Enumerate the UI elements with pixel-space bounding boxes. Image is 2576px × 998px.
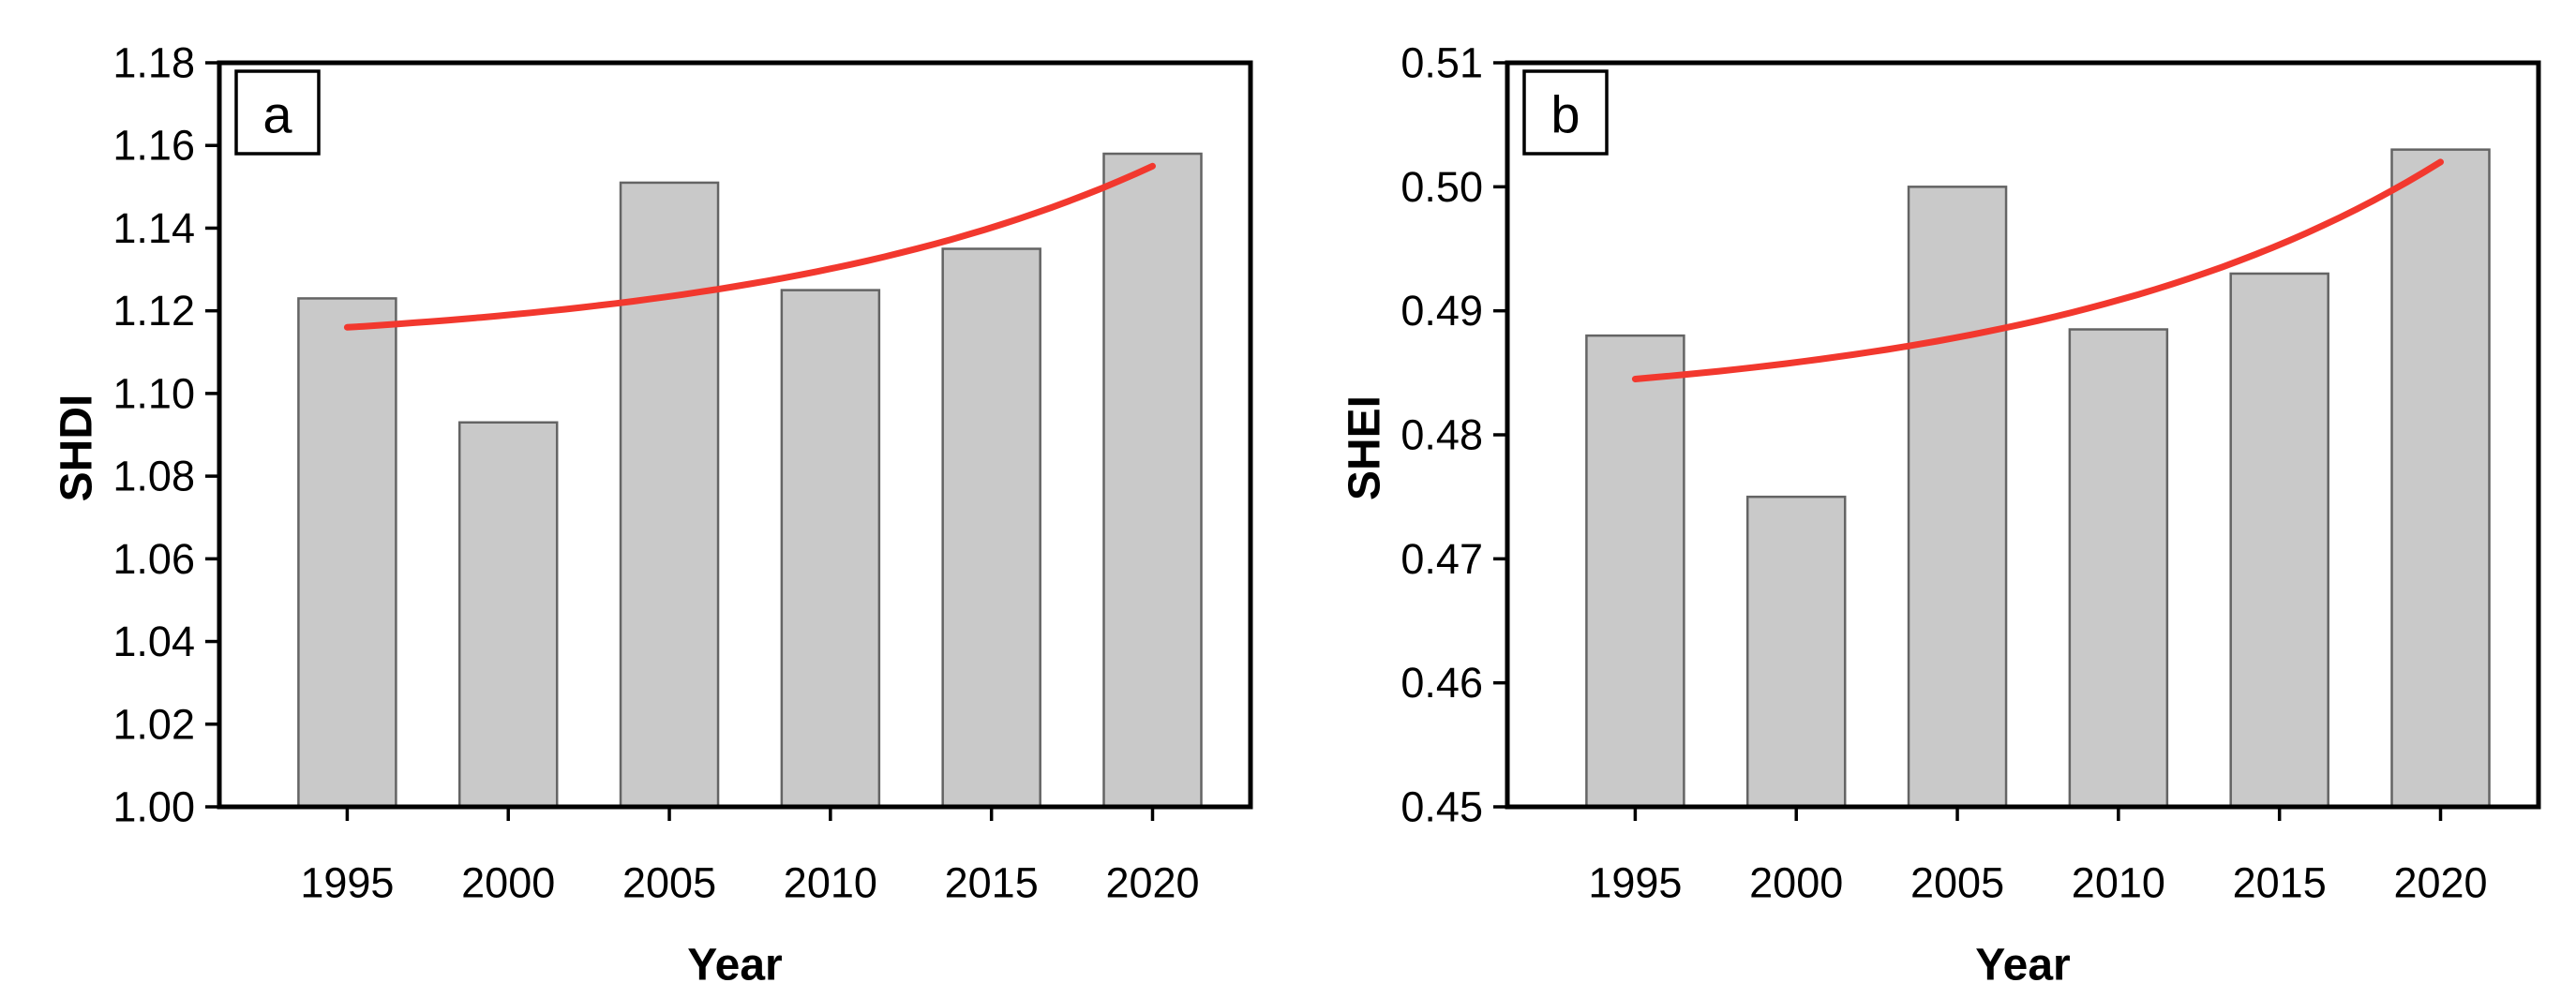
chart-panel-a: 1.00 1.02 1.04 1.06 1.08 1.10 1.12 1.14 1.16 1.18… (52, 39, 1253, 991)
y-tick-label: 1.14 (112, 204, 195, 252)
x-tick-label: 2010 (2072, 859, 2165, 907)
y-tick-label: 0.50 (1400, 163, 1483, 211)
trend-line (1631, 158, 2444, 382)
panel-label-box (234, 69, 321, 156)
y-tick-label: 1.04 (112, 618, 195, 665)
y-tick-label: 1.12 (112, 287, 195, 335)
y-tick-label: 0.48 (1400, 411, 1483, 459)
x-tick-label: 2000 (461, 859, 555, 907)
y-tick-label: 0.51 (1400, 39, 1483, 87)
x-tick-label: 2020 (1105, 859, 1199, 907)
x-tick-label: 2015 (2233, 859, 2327, 907)
trend-line (343, 162, 1156, 331)
x-axis: 1995 2000 2005 2010 2015 2020 (1588, 807, 2488, 907)
panel-label: a (262, 85, 292, 144)
bar-2010 (2068, 328, 2169, 809)
y-tick-label: 1.18 (112, 39, 195, 87)
x-axis-title: Year (687, 941, 782, 991)
bar-2000 (1745, 495, 1847, 809)
y-tick-label: 1.06 (112, 535, 195, 583)
x-tick-label: 2005 (1910, 859, 2004, 907)
y-tick-label: 0.47 (1400, 535, 1483, 583)
y-tick-label: 1.16 (112, 122, 195, 170)
bar-2000 (457, 421, 559, 809)
x-tick-label: 2000 (1749, 859, 1843, 907)
y-axis-title: SHDI (52, 395, 102, 502)
y-tick-label: 0.49 (1400, 287, 1483, 335)
x-axis-title: Year (1975, 941, 2070, 991)
bar-2005 (619, 181, 720, 809)
chart-panel-b: 0.45 0.46 0.47 0.48 0.49 0.50 0.51 1995 2000 2005… (1288, 0, 2576, 998)
shdi-bar-chart: 1.00 1.02 1.04 1.06 1.08 1.10 1.12 1.14 1.16 1.18… (52, 39, 1253, 991)
x-axis: 1995 2000 2005 2010 2015 2020 (300, 807, 1200, 907)
x-tick-label: 2015 (945, 859, 1039, 907)
shei-bar-chart: 0.45 0.46 0.47 0.48 0.49 0.50 0.51 1995 2000 2005… (1340, 39, 2541, 991)
bar-1995 (297, 297, 397, 809)
bar-2015 (2229, 272, 2329, 809)
x-tick-label: 2005 (622, 859, 716, 907)
x-tick-label: 1995 (1588, 859, 1682, 907)
y-tick-label: 1.10 (112, 369, 195, 417)
y-tick-label: 1.02 (112, 700, 195, 748)
plot-border (217, 60, 1253, 810)
panel-label-box (1522, 69, 1609, 156)
panel-label: b (1550, 85, 1580, 144)
y-axis: 0.45 0.46 0.47 0.48 0.49 0.50 0.51 (1400, 39, 1507, 831)
bar-2015 (941, 247, 1041, 809)
y-axis: 1.00 1.02 1.04 1.06 1.08 1.10 1.12 1.14 1.16 1.18 (112, 39, 219, 831)
x-tick-label: 2020 (2393, 859, 2487, 907)
y-axis-title: SHEI (1340, 395, 1390, 500)
y-tick-label: 1.00 (112, 783, 195, 831)
x-tick-label: 1995 (300, 859, 394, 907)
bars (297, 152, 1203, 809)
bar-2020 (2390, 148, 2491, 809)
x-tick-label: 2010 (784, 859, 877, 907)
y-tick-label: 1.08 (112, 453, 195, 500)
bar-1995 (1585, 334, 1685, 809)
bar-2010 (780, 289, 881, 809)
bar-2005 (1907, 186, 2008, 809)
y-tick-label: 0.45 (1400, 783, 1483, 831)
bar-2020 (1102, 152, 1203, 809)
bars (1585, 148, 2491, 809)
y-tick-label: 0.46 (1400, 659, 1483, 707)
